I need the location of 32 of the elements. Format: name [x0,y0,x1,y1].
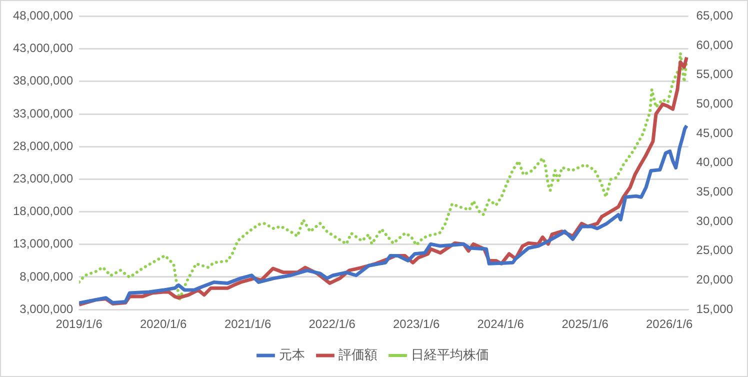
legend-label: 日経平均株価 [410,347,489,362]
y2-tick-label: 55,000 [696,67,734,82]
y-tick-label: 18,000,000 [12,204,74,218]
x-tick-label: 2023/1/6 [392,317,440,332]
x-tick-label: 2026/1/6 [646,317,694,332]
x-tick-label: 2021/1/6 [224,317,272,332]
y2-tick-label: 25,000 [696,243,734,258]
x-tick-label: 2024/1/6 [477,317,524,332]
y-tick-label: 13,000,000 [12,236,74,251]
x-tick-label: 2022/1/6 [308,317,356,332]
y-tick-label: 38,000,000 [12,74,74,88]
legend-label: 元本 [278,347,305,362]
x-tick-label: 2020/1/6 [140,317,187,332]
y-tick-label: 3,000,000 [20,302,74,316]
y-tick-label: 43,000,000 [12,41,74,56]
y2-tick-label: 50,000 [696,96,734,111]
y-tick-label: 33,000,000 [12,106,74,120]
x-tick-label: 2025/1/6 [562,317,609,332]
legend-label: 評価額 [338,347,378,362]
y2-tick-label: 20,000 [696,272,734,287]
y-tick-label: 48,000,000 [12,8,74,23]
y2-tick-label: 35,000 [696,184,734,199]
y-tick-label: 8,000,000 [20,269,74,284]
y2-tick-label: 15,000 [696,302,734,316]
y-tick-label: 28,000,000 [12,138,74,153]
y2-tick-label: 65,000 [696,8,734,23]
x-tick-label: 2019/1/6 [56,317,103,332]
y2-tick-label: 30,000 [696,214,734,228]
y2-tick-label: 45,000 [696,126,734,140]
y2-tick-label: 60,000 [696,38,734,52]
y2-tick-label: 40,000 [696,155,734,170]
y-tick-label: 23,000,000 [12,172,74,186]
